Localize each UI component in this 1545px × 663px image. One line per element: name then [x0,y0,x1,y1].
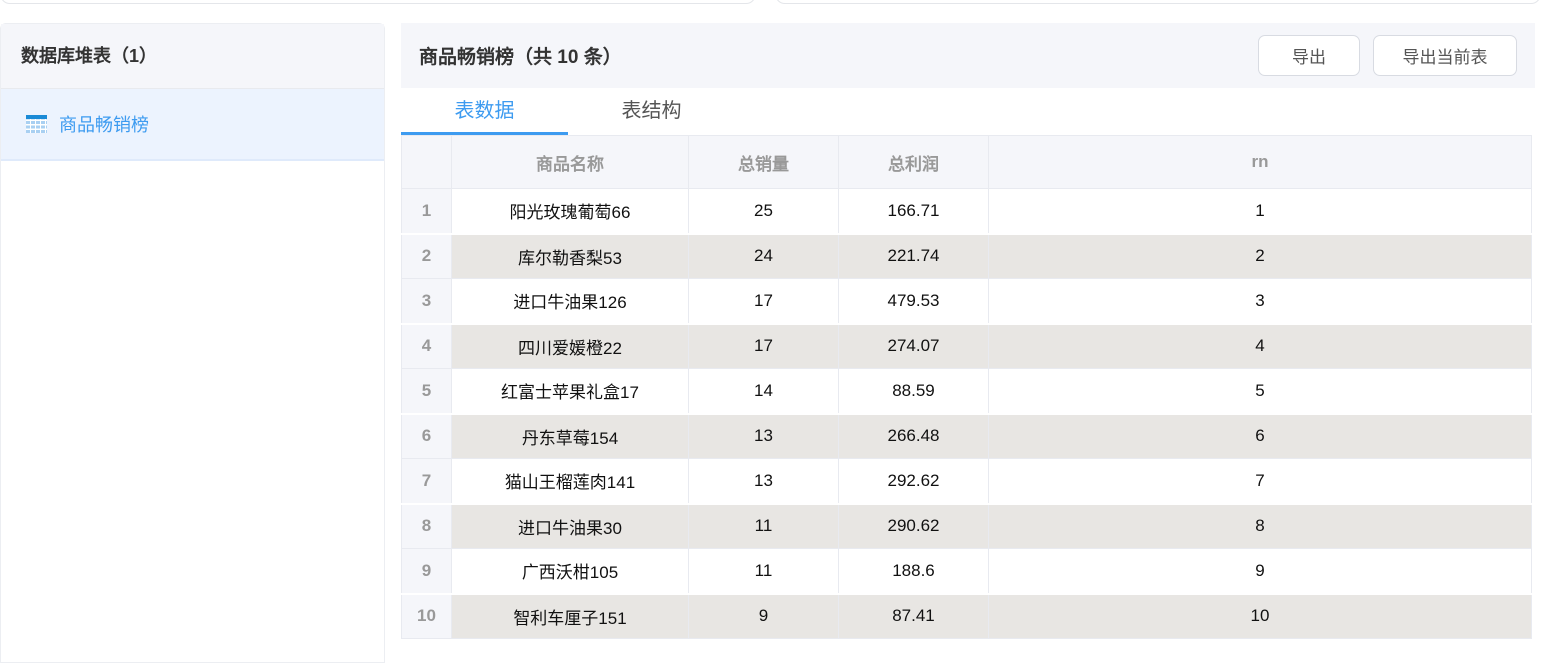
table-row[interactable]: 8 进口牛油果30 11 290.62 8 [401,502,1532,549]
table-cell[interactable]: 17 [688,278,839,324]
table-cell[interactable]: 9 [988,548,1532,594]
detail-header: 商品畅销榜（共 10 条） 导出 导出当前表 [401,23,1535,88]
table-cell[interactable]: 库尔勒香梨53 [451,232,689,279]
table-cell[interactable]: 11 [688,548,839,594]
column-header[interactable]: 商品名称 [451,135,689,189]
table-cell[interactable]: 11 [688,502,839,549]
table-row[interactable]: 10 智利车厘子151 9 87.41 10 [401,592,1532,639]
panel-title: 数据库堆表（1） [1,24,384,89]
export-button[interactable]: 导出 [1258,35,1360,76]
table-cell[interactable]: 广西沃柑105 [451,548,689,594]
top-card-right [775,0,1541,4]
table-cell[interactable]: 6 [988,412,1532,459]
table-cell[interactable]: 221.74 [838,232,989,279]
index-header [401,135,452,189]
table-cell[interactable]: 290.62 [838,502,989,549]
table-cell[interactable]: 智利车厘子151 [451,592,689,639]
table-cell[interactable]: 3 [988,278,1532,324]
column-header[interactable]: 总销量 [688,135,839,189]
column-header[interactable]: rn [988,135,1532,189]
table-cell[interactable]: 188.6 [838,548,989,594]
table-cell[interactable]: 274.07 [838,322,989,369]
table-cell[interactable]: 166.71 [838,188,989,234]
table-cell[interactable]: 猫山王榴莲肉141 [451,458,689,504]
column-header[interactable]: 总利润 [838,135,989,189]
table-header-row: 商品名称 总销量 总利润 rn [401,135,1532,189]
table-cell[interactable]: 5 [988,368,1532,414]
table-cell[interactable]: 4 [988,322,1532,369]
table-cell[interactable]: 丹东草莓154 [451,412,689,459]
table-cell[interactable]: 进口牛油果30 [451,502,689,549]
table-row[interactable]: 4 四川爱媛橙22 17 274.07 4 [401,322,1532,369]
top-card-left [0,0,756,4]
table-detail-panel: 商品畅销榜（共 10 条） 导出 导出当前表 表数据 表结构 商品名称 总销量 … [401,23,1535,639]
row-index: 10 [401,592,452,639]
page-title: 商品畅销榜（共 10 条） [419,47,622,68]
tab-table-data[interactable]: 表数据 [401,88,568,135]
table-list-panel: 数据库堆表（1） 商品畅销榜 [0,23,385,663]
table-cell[interactable]: 14 [688,368,839,414]
table-cell[interactable]: 进口牛油果126 [451,278,689,324]
table-cell[interactable]: 10 [988,592,1532,639]
table-cell[interactable]: 1 [988,188,1532,234]
data-table: 商品名称 总销量 总利润 rn 1 阳光玫瑰葡萄66 25 166.71 1 2 库尔勒香梨… [401,135,1532,639]
table-cell[interactable]: 479.53 [838,278,989,324]
row-index: 1 [401,188,452,234]
row-index: 7 [401,458,452,504]
row-index: 4 [401,322,452,369]
table-cell[interactable]: 13 [688,458,839,504]
export-current-button[interactable]: 导出当前表 [1373,35,1517,76]
table-cell[interactable]: 17 [688,322,839,369]
table-row[interactable]: 3 进口牛油果126 17 479.53 3 [401,278,1532,324]
table-cell[interactable]: 24 [688,232,839,279]
table-row[interactable]: 9 广西沃柑105 11 188.6 9 [401,548,1532,594]
table-cell[interactable]: 266.48 [838,412,989,459]
sidebar-item-table[interactable]: 商品畅销榜 [1,89,384,161]
tabs: 表数据 表结构 [401,88,1535,135]
table-cell[interactable]: 25 [688,188,839,234]
table-cell[interactable]: 87.41 [838,592,989,639]
row-index: 3 [401,278,452,324]
row-index: 6 [401,412,452,459]
table-cell[interactable]: 四川爱媛橙22 [451,322,689,369]
tab-table-structure[interactable]: 表结构 [621,100,682,122]
table-row[interactable]: 2 库尔勒香梨53 24 221.74 2 [401,232,1532,279]
table-cell[interactable]: 8 [988,502,1532,549]
table-row[interactable]: 7 猫山王榴莲肉141 13 292.62 7 [401,458,1532,504]
table-cell[interactable]: 292.62 [838,458,989,504]
table-cell[interactable]: 9 [688,592,839,639]
table-cell[interactable]: 阳光玫瑰葡萄66 [451,188,689,234]
row-index: 2 [401,232,452,279]
table-cell[interactable]: 红富士苹果礼盒17 [451,368,689,414]
table-row[interactable]: 5 红富士苹果礼盒17 14 88.59 5 [401,368,1532,414]
table-icon [26,115,47,133]
row-index: 5 [401,368,452,414]
table-row[interactable]: 6 丹东草莓154 13 266.48 6 [401,412,1532,459]
table-cell[interactable]: 13 [688,412,839,459]
table-row[interactable]: 1 阳光玫瑰葡萄66 25 166.71 1 [401,188,1532,234]
table-cell[interactable]: 2 [988,232,1532,279]
sidebar-item-label: 商品畅销榜 [59,115,149,135]
table-cell[interactable]: 7 [988,458,1532,504]
table-cell[interactable]: 88.59 [838,368,989,414]
row-index: 8 [401,502,452,549]
row-index: 9 [401,548,452,594]
